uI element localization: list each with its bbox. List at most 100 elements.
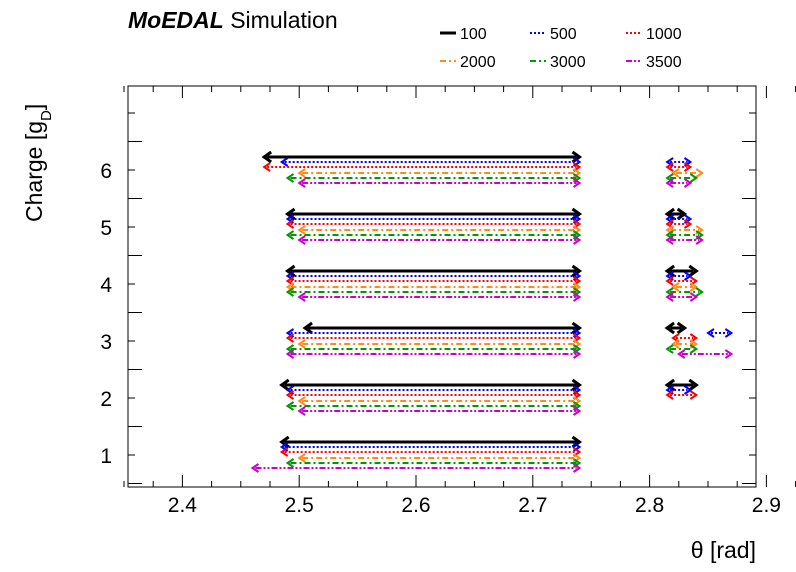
arrow-left-2000 [671, 282, 680, 292]
arrow-right-100 [571, 150, 583, 164]
arrow-left-3500 [665, 292, 674, 302]
arrow-left-3500 [297, 292, 306, 302]
legend-label-3500: 3500 [646, 54, 682, 71]
y-axis-label-main: Charge [g [21, 121, 47, 222]
arrow-right-100 [571, 321, 583, 335]
arrow-left-1000 [262, 162, 271, 172]
x-axis-label: θ [rad] [691, 537, 756, 563]
arrow-left-100 [279, 435, 290, 449]
arrow-left-3500 [297, 178, 306, 188]
arrow-right-100 [571, 264, 583, 278]
arrow-left-100 [664, 264, 675, 278]
arrow-right-3500 [572, 349, 582, 359]
range-marks [250, 150, 734, 473]
arrow-left-100 [279, 378, 290, 392]
x-tick-label: 2.5 [285, 494, 314, 517]
y-tick-label: 1 [100, 445, 112, 468]
arrow-left-500 [706, 328, 715, 338]
arrow-left-1000 [665, 390, 674, 400]
arrow-left-3500 [285, 349, 295, 359]
arrow-right-2000 [689, 282, 699, 292]
chart-title-bold: MoEDAL [128, 7, 224, 33]
y-tick-label: 5 [100, 217, 112, 240]
arrow-right-100 [676, 321, 688, 335]
arrow-right-100 [571, 378, 583, 392]
arrow-left-3500 [297, 235, 306, 245]
legend-label-1000: 1000 [646, 26, 682, 43]
arrow-left-3500 [676, 349, 686, 359]
arrow-right-3500 [683, 178, 693, 188]
arrow-left-2000 [297, 453, 306, 463]
arrow-left-100 [664, 207, 675, 221]
arrow-left-1000 [665, 162, 674, 172]
legend-label-100: 100 [460, 26, 487, 43]
arrow-right-500 [724, 328, 734, 338]
chart-title: MoEDAL Simulation [128, 7, 338, 33]
y-axis-label-end: ] [21, 104, 47, 110]
arrow-right-3500 [572, 235, 582, 245]
x-tick-label: 2.4 [168, 494, 198, 517]
legend-label-3000: 3000 [550, 54, 586, 71]
arrow-right-3500 [572, 178, 582, 188]
arrow-right-2000 [695, 168, 704, 178]
arrow-right-100 [676, 207, 688, 221]
arrow-right-1000 [683, 162, 693, 172]
arrow-right-1000 [689, 390, 699, 400]
y-tick-label: 2 [100, 388, 112, 411]
arrow-right-3500 [724, 349, 734, 359]
arrow-left-3000 [665, 344, 674, 354]
arrow-left-2000 [297, 396, 306, 406]
arrow-right-3500 [572, 406, 582, 416]
x-tick-label: 2.7 [518, 494, 547, 517]
arrow-left-1000 [279, 447, 289, 457]
arrow-left-2000 [297, 339, 306, 349]
x-tick-label: 2.6 [401, 494, 430, 517]
legend: 100 500 1000 2000 3000 3500 [440, 26, 682, 71]
x-tick-label: 2.9 [752, 494, 781, 517]
arrow-left-100 [664, 321, 675, 335]
arrow-left-3000 [285, 287, 295, 297]
arrow-left-2000 [297, 168, 306, 178]
legend-label-500: 500 [550, 26, 577, 43]
arrow-right-3500 [572, 292, 582, 302]
arrow-left-3000 [285, 230, 295, 240]
arrow-left-100 [664, 378, 675, 392]
y-tick-label: 6 [100, 160, 112, 183]
arrow-left-3500 [665, 235, 674, 245]
arrow-right-1000 [683, 219, 693, 229]
x-tick-label: 2.8 [635, 494, 664, 517]
arrow-right-3000 [689, 173, 699, 183]
arrow-left-3000 [285, 401, 295, 411]
arrow-left-100 [284, 264, 296, 278]
arrow-left-100 [284, 207, 296, 221]
legend-label-2000: 2000 [460, 54, 496, 71]
y-axis-ticks: 1 2 3 4 5 6 [100, 112, 756, 484]
arrow-right-3500 [689, 292, 699, 302]
y-tick-label: 3 [100, 331, 112, 354]
arrow-right-100 [688, 378, 699, 392]
arrow-left-100 [302, 321, 313, 335]
plot-frame [127, 85, 757, 488]
arrow-left-100 [261, 150, 273, 164]
arrow-right-100 [571, 207, 583, 221]
arrow-right-3000 [695, 287, 704, 297]
arrow-left-500 [279, 157, 289, 167]
arrow-left-1000 [285, 390, 295, 400]
y-axis-label: Charge [gD] [21, 104, 55, 222]
chart-title-rest: Simulation [224, 7, 338, 33]
arrow-left-1000 [285, 219, 295, 229]
arrow-left-3500 [665, 178, 674, 188]
y-tick-label: 4 [100, 274, 112, 297]
arrow-right-500 [683, 385, 693, 395]
arrow-left-1000 [285, 333, 295, 343]
arrow-left-3500 [250, 463, 260, 473]
arrow-right-3500 [695, 235, 704, 245]
arrow-left-3000 [285, 458, 295, 468]
y-axis-label-sub: D [38, 110, 55, 121]
arrow-right-100 [688, 264, 699, 278]
arrow-left-2000 [671, 168, 680, 178]
x-axis-ticks: 2.42.52.62.72.82.93 [123, 86, 796, 517]
arrow-left-3500 [297, 406, 306, 416]
arrow-left-2000 [671, 339, 680, 349]
